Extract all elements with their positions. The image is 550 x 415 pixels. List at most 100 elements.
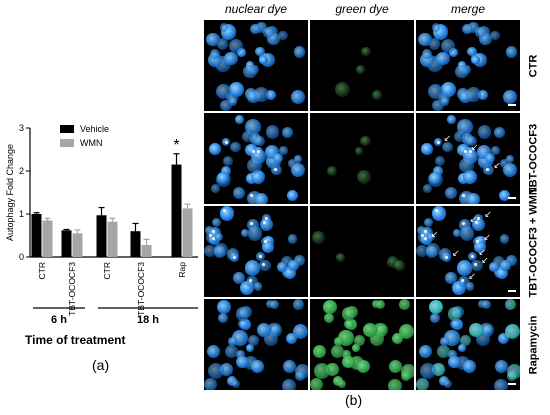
cell-nucleus — [267, 322, 282, 338]
cell-nucleus — [506, 255, 518, 266]
cell-nucleus — [457, 119, 474, 135]
bar — [72, 233, 83, 257]
cell-nucleus — [242, 131, 254, 143]
cell-nucleus — [253, 282, 263, 292]
cell-nucleus — [232, 186, 246, 200]
panel-label-b: (b) — [345, 392, 363, 408]
cell-nucleus — [210, 48, 220, 59]
puncta — [423, 237, 427, 241]
puncta — [256, 150, 260, 154]
cell-nucleus — [471, 259, 484, 272]
category-label: TBT-OCOCF3 — [67, 262, 77, 316]
puncta — [468, 150, 472, 154]
cell-nucleus — [499, 189, 511, 201]
cell-nucleus — [471, 55, 480, 65]
cell-nucleus — [356, 65, 366, 75]
cell-nucleus — [460, 334, 472, 346]
cell-nucleus — [236, 356, 249, 369]
puncta — [224, 140, 228, 144]
bar — [141, 244, 152, 257]
arrow-icon: ↙ — [493, 159, 501, 170]
cell-nucleus — [393, 260, 405, 272]
cell-nucleus — [335, 253, 346, 263]
cell-nucleus — [288, 159, 297, 168]
arrow-icon: ↙ — [484, 209, 492, 220]
puncta — [420, 234, 424, 238]
cell-nucleus — [467, 46, 477, 56]
cell-nucleus — [311, 231, 325, 244]
cell-nucleus — [337, 379, 346, 388]
cell-nucleus — [222, 155, 234, 167]
cell-nucleus — [418, 32, 432, 47]
cell-nucleus — [259, 55, 268, 65]
cell-nucleus — [456, 260, 473, 276]
cell-nucleus — [229, 97, 238, 106]
cell-nucleus — [227, 337, 237, 347]
cell-nucleus — [423, 217, 433, 227]
group-label: 6 h — [51, 314, 67, 326]
arrow-icon: ↙ — [470, 141, 479, 152]
puncta — [436, 140, 440, 144]
puncta — [476, 240, 480, 244]
cell-nucleus — [282, 127, 293, 139]
microscopy-image: ↙ ↙ ↙ — [416, 113, 520, 204]
cell-nucleus — [441, 97, 450, 106]
cell-nucleus — [502, 163, 517, 178]
cell-nucleus — [399, 299, 410, 310]
cell-nucleus — [503, 89, 518, 104]
puncta — [262, 262, 266, 266]
cell-nucleus — [431, 23, 441, 32]
cell-nucleus — [373, 322, 388, 338]
cell-nucleus — [443, 379, 452, 388]
cell-nucleus — [333, 337, 343, 347]
cell-nucleus — [356, 169, 372, 185]
puncta — [264, 240, 268, 244]
cell-nucleus — [360, 135, 372, 147]
bar — [96, 215, 107, 257]
cell-nucleus — [332, 375, 343, 386]
cell-nucleus — [507, 371, 517, 382]
puncta — [477, 217, 481, 221]
cell-nucleus — [245, 119, 262, 135]
cell-nucleus — [438, 248, 452, 261]
cell-nucleus — [246, 157, 263, 173]
puncta — [212, 229, 216, 233]
cell-nucleus — [214, 232, 224, 242]
arrow-icon: ↙ — [483, 232, 491, 243]
cell-nucleus — [491, 146, 501, 156]
arrow-icon: ↙ — [451, 248, 460, 259]
microscopy-image — [204, 206, 308, 297]
cell-nucleus — [505, 299, 516, 310]
cell-nucleus — [490, 31, 500, 41]
cell-nucleus — [474, 26, 486, 39]
cell-nucleus — [479, 322, 494, 338]
cell-nucleus — [335, 82, 351, 97]
cell-nucleus — [418, 344, 433, 359]
puncta — [471, 254, 475, 258]
bar — [61, 230, 72, 257]
bar — [171, 164, 182, 257]
cell-nucleus — [342, 350, 352, 359]
cell-nucleus — [265, 299, 274, 308]
cell-nucleus — [427, 84, 443, 100]
cell-nucleus — [444, 186, 458, 200]
cell-nucleus — [462, 169, 478, 185]
cell-nucleus — [341, 307, 356, 321]
cell-nucleus — [216, 171, 230, 185]
cell-nucleus — [438, 375, 449, 386]
microscopy-image — [310, 299, 414, 390]
cell-nucleus — [439, 337, 449, 347]
arrow-icon: ↙ — [469, 213, 478, 224]
cell-nucleus — [226, 375, 237, 386]
microscopy-image — [204, 20, 308, 111]
y-tick-label: 0 — [19, 252, 24, 262]
cell-nucleus — [246, 275, 258, 288]
cell-nucleus — [281, 378, 296, 390]
cell-nucleus — [434, 155, 446, 167]
bar-chart: 0 1 2 3 Autophagy Fold Change * CTR TBT-OCOCF3 C… — [5, 123, 198, 347]
cell-nucleus — [255, 46, 265, 56]
cell-nucleus — [250, 169, 266, 185]
cell-nucleus — [489, 262, 499, 272]
puncta — [232, 256, 236, 260]
y-tick-label: 3 — [19, 123, 24, 133]
